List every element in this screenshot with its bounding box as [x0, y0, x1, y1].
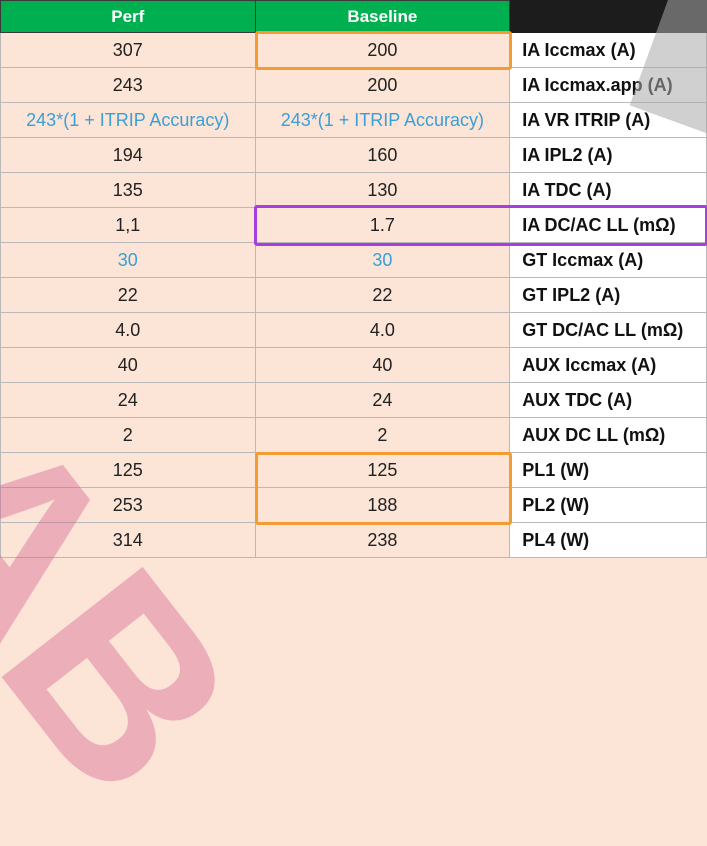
- table-row: 24 24 AUX TDC (A): [0, 382, 707, 418]
- table-row: 4.0 4.0 GT DC/AC LL (mΩ): [0, 312, 707, 348]
- param-label: GT IPL2 (A): [509, 277, 707, 313]
- param-label: PL4 (W): [509, 522, 707, 558]
- perf-cell: 1,1: [0, 207, 256, 243]
- baseline-cell: 40: [254, 347, 511, 383]
- perf-cell: 40: [0, 347, 256, 383]
- table-row: 125 125 PL1 (W): [0, 452, 707, 488]
- baseline-cell: 1.7: [254, 207, 511, 243]
- param-label: IA IPL2 (A): [509, 137, 707, 173]
- param-label: IA Iccmax.app (A): [509, 67, 707, 103]
- baseline-cell: 200: [254, 67, 511, 103]
- baseline-cell: 4.0: [254, 312, 511, 348]
- baseline-cell: 30: [254, 242, 511, 278]
- baseline-cell: 200: [254, 32, 511, 68]
- baseline-cell: 130: [254, 172, 511, 208]
- header-baseline: Baseline: [254, 0, 511, 33]
- header-parameter: [509, 0, 707, 33]
- perf-cell: 4.0: [0, 312, 256, 348]
- perf-cell: 194: [0, 137, 256, 173]
- table-row: 243*(1 + ITRIP Accuracy) 243*(1 + ITRIP A…: [0, 102, 707, 138]
- perf-cell: 2: [0, 417, 256, 453]
- table-row: 30 30 GT Iccmax (A): [0, 242, 707, 278]
- baseline-cell: 2: [254, 417, 511, 453]
- header-perf: Perf: [0, 0, 256, 33]
- param-label: IA TDC (A): [509, 172, 707, 208]
- table-row: 194 160 IA IPL2 (A): [0, 137, 707, 173]
- perf-cell: 22: [0, 277, 256, 313]
- param-label: IA Iccmax (A): [509, 32, 707, 68]
- baseline-cell: 125: [254, 452, 511, 488]
- perf-cell: 253: [0, 487, 256, 523]
- param-label: GT DC/AC LL (mΩ): [509, 312, 707, 348]
- table-row: 253 188 PL2 (W): [0, 487, 707, 523]
- param-label: AUX Iccmax (A): [509, 347, 707, 383]
- param-label: PL2 (W): [509, 487, 707, 523]
- param-label: AUX TDC (A): [509, 382, 707, 418]
- perf-cell: 125: [0, 452, 256, 488]
- perf-cell: 30: [0, 242, 256, 278]
- perf-cell: 243: [0, 67, 256, 103]
- comparison-table: Perf Baseline 307 200 IA Iccmax (A) 243 200…: [0, 0, 707, 558]
- param-label: AUX DC LL (mΩ): [509, 417, 707, 453]
- table-row: 314 238 PL4 (W): [0, 522, 707, 558]
- table-row: 1,1 1.7 IA DC/AC LL (mΩ): [0, 207, 707, 243]
- param-label: PL1 (W): [509, 452, 707, 488]
- baseline-cell: 160: [254, 137, 511, 173]
- table-row: 307 200 IA Iccmax (A): [0, 32, 707, 68]
- param-label: IA DC/AC LL (mΩ): [509, 207, 707, 243]
- baseline-cell: 238: [254, 522, 511, 558]
- perf-cell: 314: [0, 522, 256, 558]
- table-row: 22 22 GT IPL2 (A): [0, 277, 707, 313]
- table-row: 2 2 AUX DC LL (mΩ): [0, 417, 707, 453]
- baseline-cell: 22: [254, 277, 511, 313]
- table-row: 40 40 AUX Iccmax (A): [0, 347, 707, 383]
- perf-cell: 24: [0, 382, 256, 418]
- param-label: GT Iccmax (A): [509, 242, 707, 278]
- baseline-cell: 24: [254, 382, 511, 418]
- perf-cell: 307: [0, 32, 256, 68]
- baseline-cell: 243*(1 + ITRIP Accuracy): [254, 102, 511, 138]
- baseline-cell: 188: [254, 487, 511, 523]
- param-label: IA VR ITRIP (A): [509, 102, 707, 138]
- header-row: Perf Baseline: [0, 0, 707, 33]
- perf-cell: 243*(1 + ITRIP Accuracy): [0, 102, 256, 138]
- perf-cell: 135: [0, 172, 256, 208]
- table-row: 135 130 IA TDC (A): [0, 172, 707, 208]
- table-row: 243 200 IA Iccmax.app (A): [0, 67, 707, 103]
